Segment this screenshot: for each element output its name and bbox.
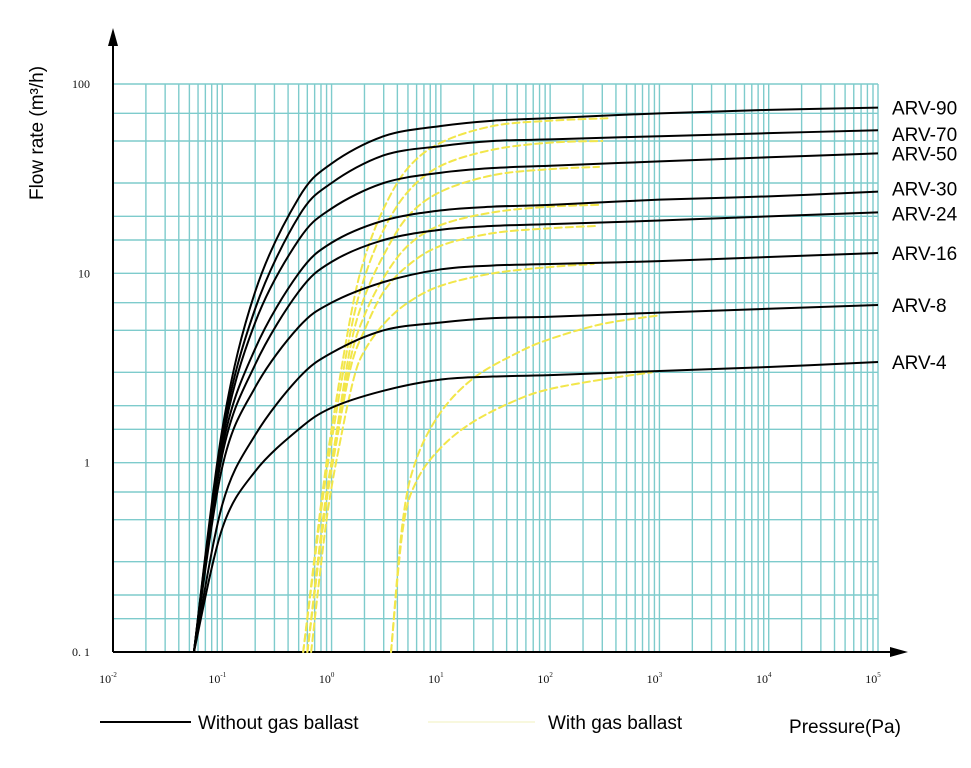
- y-axis-arrow-icon: [108, 28, 118, 46]
- series-curves: [192, 106, 879, 653]
- series-line-arv-30: [192, 190, 879, 653]
- x-tick-label: 101: [428, 671, 444, 686]
- series-label-arv-24: ARV-24: [892, 204, 958, 225]
- y-tick-label: 0. 1: [72, 645, 90, 659]
- x-tick-label: 10-2: [99, 671, 117, 686]
- series-line-with-gas-ballast: [390, 314, 661, 653]
- legend: Without gas ballast With gas ballast: [100, 713, 683, 734]
- series-line-arv-90: [192, 106, 879, 653]
- axes: [108, 28, 908, 657]
- x-tick-label: 105: [865, 671, 881, 686]
- series-line-with-gas-ballast: [302, 140, 604, 653]
- series-label-arv-50: ARV-50: [892, 144, 957, 165]
- series-line-with-gas-ballast: [302, 117, 611, 653]
- series-label-arv-8: ARV-8: [892, 296, 947, 317]
- grid-lines: [112, 83, 879, 653]
- series-line-with-gas-ballast: [310, 263, 595, 653]
- series-line-arv-24: [192, 211, 879, 653]
- series-line-arv-16: [192, 252, 879, 653]
- tick-labels: 10-2 10-1 100 101 102 103 104 105 0. 1 1 10 100: [72, 77, 881, 686]
- series-line-arv-70: [192, 129, 879, 653]
- series-label-arv-4: ARV-4: [892, 353, 947, 374]
- x-axis-arrow-icon: [890, 647, 908, 657]
- legend-label-with-ballast: With gas ballast: [548, 713, 683, 734]
- series-label-arv-16: ARV-16: [892, 244, 957, 265]
- x-tick-label: 103: [647, 671, 663, 686]
- series-line-with-gas-ballast: [306, 165, 601, 653]
- series-line-with-gas-ballast: [390, 371, 653, 653]
- series-line-arv-8: [192, 304, 879, 653]
- series-line-with-gas-ballast: [306, 224, 599, 653]
- y-tick-label: 100: [72, 77, 90, 91]
- x-tick-label: 10-1: [208, 671, 226, 686]
- series-label-arv-70: ARV-70: [892, 125, 957, 146]
- x-tick-label: 100: [319, 671, 335, 686]
- series-line-arv-4: [192, 361, 879, 653]
- legend-label-without-ballast: Without gas ballast: [198, 713, 359, 734]
- x-axis-title: Pressure(Pa): [789, 717, 901, 738]
- y-axis-title: Flow rate (m³/h): [27, 66, 48, 200]
- y-tick-label: 10: [78, 266, 90, 280]
- y-tick-label: 1: [84, 456, 90, 470]
- series-line-arv-50: [192, 152, 879, 653]
- series-label-arv-90: ARV-90: [892, 99, 957, 120]
- x-tick-label: 104: [756, 671, 772, 686]
- x-tick-label: 102: [537, 671, 553, 686]
- series-label-arv-30: ARV-30: [892, 180, 957, 201]
- series-line-with-gas-ballast: [306, 203, 601, 653]
